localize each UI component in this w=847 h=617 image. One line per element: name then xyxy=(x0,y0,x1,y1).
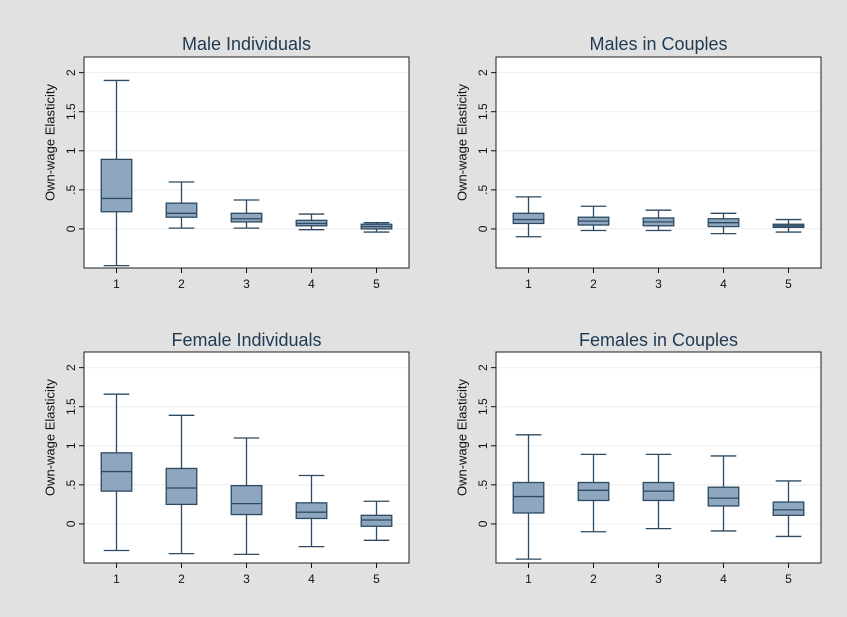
box-1 xyxy=(100,79,133,267)
x-tick-label: 3 xyxy=(243,277,250,291)
iqr-box xyxy=(295,502,328,520)
x-tick-label: 5 xyxy=(373,572,380,586)
panel-title: Male Individuals xyxy=(182,34,311,54)
iqr-box xyxy=(100,158,133,213)
box-5 xyxy=(772,218,805,233)
panel-title: Males in Couples xyxy=(589,34,727,54)
y-tick-label: .5 xyxy=(64,185,78,195)
box-3 xyxy=(230,199,263,229)
x-tick-label: 5 xyxy=(373,277,380,291)
panel-3: 0 .5 1 1.5 2 1 2 3 4 5 Female Individuals Own-wage … xyxy=(43,330,410,586)
y-axis-title: Own-wage Elasticity xyxy=(43,83,58,201)
box-2 xyxy=(165,181,198,229)
box-5 xyxy=(360,222,393,233)
y-tick-label: 2 xyxy=(64,69,78,76)
y-tick-label: 1 xyxy=(64,147,78,154)
x-tick-label: 4 xyxy=(308,572,315,586)
box-3 xyxy=(642,209,675,232)
y-tick-label: 0 xyxy=(64,520,78,527)
x-tick-label: 3 xyxy=(243,572,250,586)
y-tick-label: 1 xyxy=(64,442,78,449)
iqr-box xyxy=(230,212,263,223)
x-tick-label: 4 xyxy=(720,572,727,586)
y-tick-label: 1.5 xyxy=(476,398,490,415)
y-axis-title: Own-wage Elasticity xyxy=(43,378,58,496)
panel-title: Female Individuals xyxy=(171,330,321,350)
iqr-box xyxy=(512,481,545,514)
panel-4: 0 .5 1 1.5 2 1 2 3 4 5 Females in Couples Own-wage … xyxy=(455,330,822,586)
y-tick-label: 0 xyxy=(64,225,78,232)
box-3 xyxy=(230,437,263,556)
box-1 xyxy=(512,434,545,560)
y-tick-label: 0 xyxy=(476,520,490,527)
x-tick-label: 1 xyxy=(525,572,532,586)
box-5 xyxy=(360,500,393,541)
y-tick-label: 1.5 xyxy=(64,398,78,415)
y-tick-label: 0 xyxy=(476,225,490,232)
x-tick-label: 2 xyxy=(178,572,185,586)
box-2 xyxy=(165,414,198,555)
y-tick-label: .5 xyxy=(476,480,490,490)
y-tick-label: .5 xyxy=(476,185,490,195)
x-tick-label: 2 xyxy=(590,277,597,291)
y-tick-label: 1 xyxy=(476,442,490,449)
y-tick-label: 1 xyxy=(476,147,490,154)
iqr-box xyxy=(707,486,740,507)
y-axis-title: Own-wage Elasticity xyxy=(455,83,470,201)
box-2 xyxy=(577,453,610,533)
box-1 xyxy=(512,196,545,238)
x-tick-label: 2 xyxy=(590,572,597,586)
y-tick-label: 2 xyxy=(476,364,490,371)
panel-title: Females in Couples xyxy=(579,330,738,350)
plot-area xyxy=(83,56,410,269)
x-tick-label: 5 xyxy=(785,277,792,291)
x-tick-label: 2 xyxy=(178,277,185,291)
y-tick-label: 2 xyxy=(476,69,490,76)
y-tick-label: 1.5 xyxy=(64,103,78,120)
iqr-box xyxy=(230,484,263,516)
y-tick-label: .5 xyxy=(64,480,78,490)
x-tick-label: 1 xyxy=(113,572,120,586)
iqr-box xyxy=(512,212,545,225)
x-tick-label: 1 xyxy=(113,277,120,291)
x-tick-label: 4 xyxy=(308,277,315,291)
x-tick-label: 4 xyxy=(720,277,727,291)
box-2 xyxy=(577,205,610,232)
box-4 xyxy=(707,212,740,235)
y-tick-label: 2 xyxy=(64,364,78,371)
plot-area xyxy=(495,56,822,269)
iqr-box xyxy=(165,467,198,506)
box-3 xyxy=(642,453,675,530)
box-5 xyxy=(772,480,805,538)
x-tick-label: 1 xyxy=(525,277,532,291)
box-1 xyxy=(100,393,133,552)
panel-1: 0 .5 1 1.5 2 1 2 3 4 5 Male Individuals Own-wage El… xyxy=(43,34,410,291)
panel-2: 0 .5 1 1.5 2 1 2 3 4 5 Males in Couples Own-wage El… xyxy=(455,34,822,291)
x-tick-label: 3 xyxy=(655,572,662,586)
box-4 xyxy=(707,455,740,532)
iqr-box xyxy=(577,481,610,502)
y-tick-label: 1.5 xyxy=(476,103,490,120)
x-tick-label: 5 xyxy=(785,572,792,586)
y-axis-title: Own-wage Elasticity xyxy=(455,378,470,496)
iqr-box xyxy=(772,501,805,516)
iqr-box xyxy=(360,514,393,527)
box-4 xyxy=(295,474,328,548)
iqr-box xyxy=(165,202,198,218)
box-4 xyxy=(295,213,328,231)
x-tick-label: 3 xyxy=(655,277,662,291)
